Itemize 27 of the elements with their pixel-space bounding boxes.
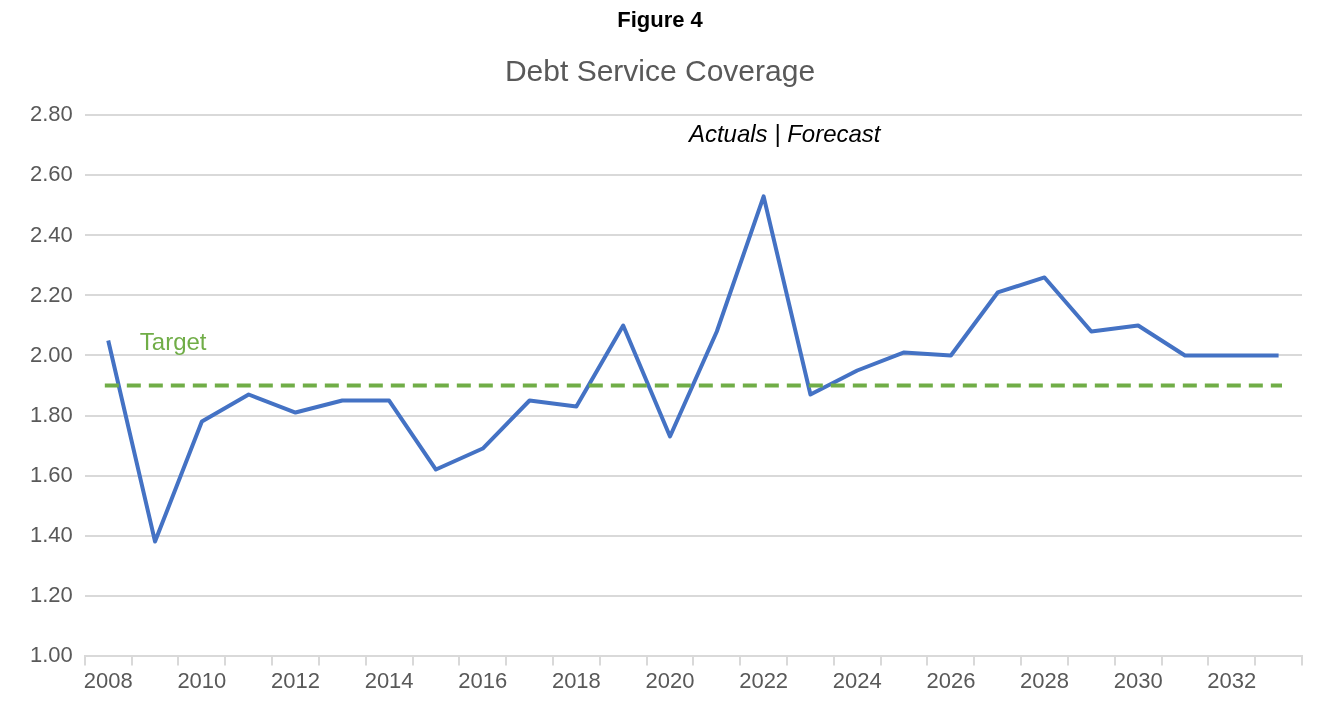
x-tick-label: 2024 bbox=[832, 667, 882, 693]
ref-line-label: Target bbox=[139, 328, 207, 356]
x-tick-label: 2030 bbox=[1113, 667, 1163, 693]
y-tick-label: 1.80 bbox=[29, 401, 73, 427]
x-tick-label: 2016 bbox=[458, 667, 508, 693]
y-tick-label: 2.00 bbox=[29, 341, 73, 367]
chart-subtitle: Debt Service Coverage bbox=[504, 53, 816, 87]
y-tick-label: 2.40 bbox=[29, 221, 73, 247]
y-tick-label: 1.40 bbox=[29, 521, 73, 547]
y-tick-label: 1.20 bbox=[29, 581, 73, 607]
x-tick-label: 2012 bbox=[271, 667, 320, 693]
x-tick-label: 2028 bbox=[1020, 667, 1069, 693]
x-tick-label: 2022 bbox=[739, 667, 789, 693]
y-tick-label: 2.60 bbox=[29, 161, 73, 187]
y-tick-label: 2.80 bbox=[29, 101, 73, 127]
x-tick-label: 2026 bbox=[926, 667, 976, 693]
y-tick-label: 2.20 bbox=[29, 281, 73, 307]
chart-title: Figure 4 bbox=[617, 7, 704, 33]
annotation: Actuals | Forecast bbox=[686, 120, 882, 148]
x-tick-label: 2018 bbox=[551, 667, 601, 693]
x-tick-label: 2008 bbox=[83, 667, 133, 693]
x-tick-label: 2032 bbox=[1207, 667, 1257, 693]
x-tick-label: 2014 bbox=[364, 667, 414, 693]
x-tick-label: 2020 bbox=[645, 667, 695, 693]
x-tick-label: 2010 bbox=[177, 667, 227, 693]
y-tick-label: 1.60 bbox=[29, 461, 73, 487]
y-tick-label: 1.00 bbox=[29, 641, 73, 667]
